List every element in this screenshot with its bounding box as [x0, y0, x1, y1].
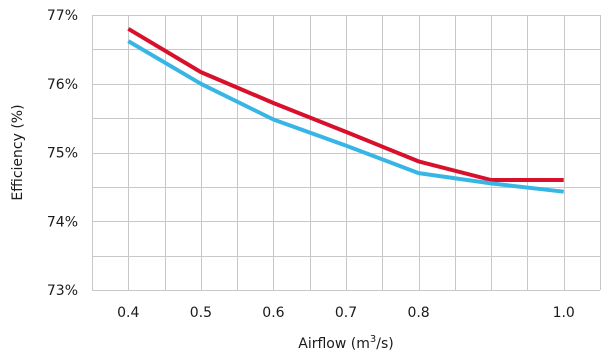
x-tick-label: 0.5	[190, 305, 212, 321]
y-tick-label: 76%	[47, 77, 78, 93]
y-axis-tick-labels: 73% 74% 75% 76% 77%	[47, 8, 78, 299]
x-axis-title-superscript: 3	[370, 334, 376, 345]
x-axis-title: Airflow (m3/s)	[298, 334, 393, 352]
x-tick-label: 0.6	[262, 305, 284, 321]
x-tick-label: 0.4	[117, 305, 139, 321]
y-tick-label: 74%	[47, 214, 78, 230]
x-tick-label: 0.7	[335, 305, 357, 321]
series-line-2	[127, 39, 564, 194]
gridlines	[92, 15, 601, 291]
x-axis-tick-labels: 0.4 0.5 0.6 0.7 0.8 1.0	[117, 305, 575, 321]
series-lines	[127, 27, 564, 194]
y-tick-label: 77%	[47, 8, 78, 24]
x-tick-label: 1.0	[553, 305, 575, 321]
y-tick-label: 75%	[47, 146, 78, 162]
y-tick-label: 73%	[47, 283, 78, 299]
y-axis-title: Efficiency (%)	[10, 104, 26, 200]
x-axis-title-main: Airflow (m	[298, 336, 370, 352]
x-tick-label: 0.8	[407, 305, 429, 321]
series-line-1	[127, 27, 564, 182]
x-axis-title-suffix: /s)	[376, 336, 393, 352]
